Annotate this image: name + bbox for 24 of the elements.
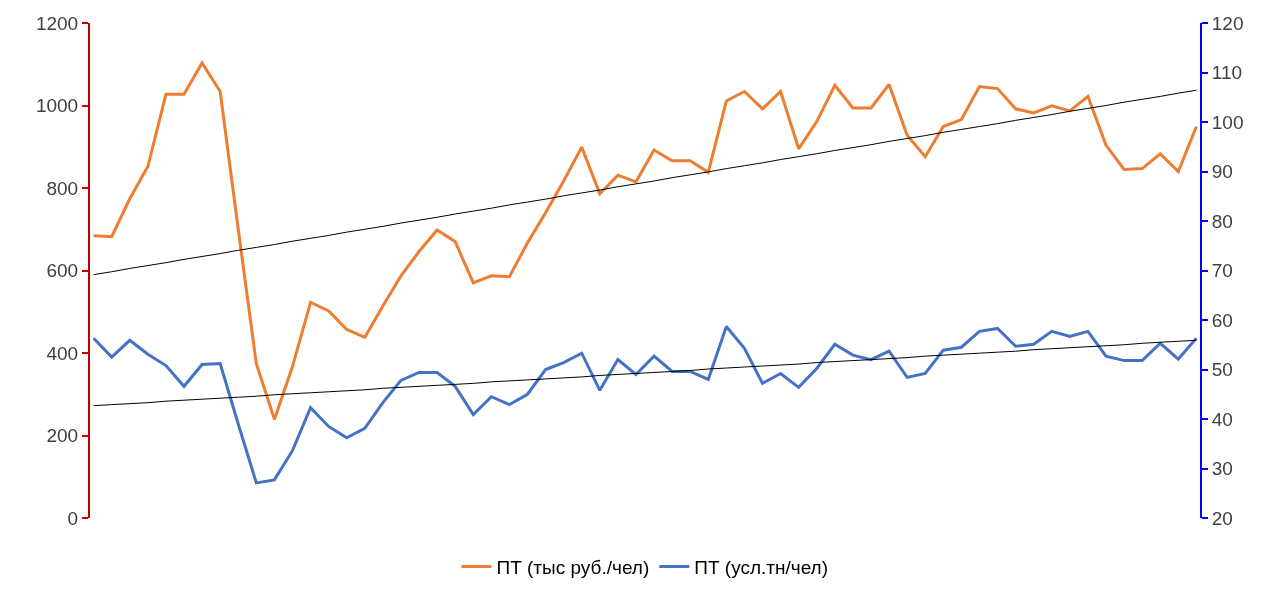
y2-tick-label: 80 — [1211, 210, 1233, 232]
y-tick-label: 1000 — [35, 95, 79, 117]
legend-label: ПТ (тыс руб./чел) — [496, 556, 650, 578]
y2-tick-label: 110 — [1211, 62, 1243, 84]
y2-tick-label: 20 — [1211, 507, 1233, 529]
y2-tick-label: 100 — [1211, 111, 1244, 133]
line-series — [92, 61, 1198, 421]
y-tick-label: 1200 — [35, 12, 79, 34]
line-series — [92, 324, 1198, 485]
line-series — [93, 89, 1197, 276]
y2-tick-label: 90 — [1211, 161, 1233, 183]
y-tick-label: 400 — [46, 342, 79, 364]
y2-tick-label: 60 — [1211, 309, 1233, 331]
legend-label: ПТ (усл.тн/чел) — [694, 556, 829, 578]
y2-tick-label: 120 — [1211, 12, 1244, 34]
y-tick-label: 800 — [46, 177, 79, 199]
y2-tick-label: 70 — [1211, 260, 1233, 282]
y2-tick-label: 50 — [1211, 359, 1233, 381]
line-series — [93, 339, 1197, 407]
y-tick-label: 0 — [67, 507, 79, 529]
y-tick-label: 200 — [46, 425, 79, 447]
y-tick-label: 600 — [46, 260, 79, 282]
y2-tick-label: 40 — [1211, 408, 1233, 430]
y2-tick-label: 30 — [1211, 458, 1233, 480]
